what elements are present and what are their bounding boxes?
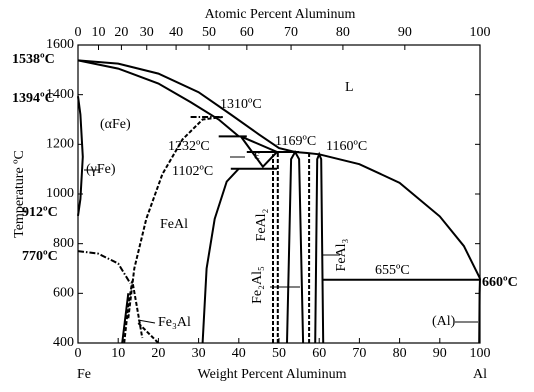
annotation: 1538ºC bbox=[12, 52, 55, 67]
x-tick-label: 50 bbox=[272, 346, 286, 361]
x2-tick-label: 20 bbox=[114, 25, 128, 40]
x-tick-label: 100 bbox=[470, 346, 491, 361]
y-tick-label: 1400 bbox=[46, 87, 74, 102]
x2-tick-label: 40 bbox=[169, 25, 183, 40]
annotation: (γFe) bbox=[86, 162, 116, 177]
annotation: FeAl₂ bbox=[254, 208, 269, 241]
x-tick-label: 60 bbox=[312, 346, 326, 361]
annotation: L bbox=[345, 80, 354, 95]
phase-boundary bbox=[77, 59, 481, 279]
x2-tick-label: 100 bbox=[470, 25, 491, 40]
top-axis-title: Atomic Percent Aluminum bbox=[205, 7, 356, 22]
x2-tick-label: 0 bbox=[75, 25, 82, 40]
x-tick-label: 90 bbox=[433, 346, 447, 361]
x-tick-label: 10 bbox=[111, 346, 125, 361]
phase-boundary bbox=[77, 250, 132, 284]
annotation: Fe₂Al₅ bbox=[250, 266, 265, 304]
y-tick-label: 400 bbox=[53, 335, 74, 350]
phase-boundary bbox=[123, 280, 144, 344]
plot-frame bbox=[77, 44, 481, 344]
annotation: 660ºC bbox=[482, 275, 518, 290]
y-tick-label: 1200 bbox=[46, 137, 74, 152]
annotation: (αFe) bbox=[100, 117, 131, 132]
annotation: FeAl bbox=[160, 217, 188, 232]
phase-boundary bbox=[127, 116, 223, 319]
x-tick-label: 20 bbox=[151, 346, 165, 361]
y-tick-label: 1600 bbox=[46, 37, 74, 52]
x-tick-label: 0 bbox=[75, 346, 82, 361]
x2-tick-label: 30 bbox=[140, 25, 154, 40]
x2-tick-label: 80 bbox=[336, 25, 350, 40]
x2-tick-label: 50 bbox=[202, 25, 216, 40]
x-tick-label: 40 bbox=[232, 346, 246, 361]
arrows bbox=[84, 156, 478, 324]
phase-boundary bbox=[77, 96, 84, 217]
annotation: 1394ºC bbox=[12, 91, 55, 106]
annotation: 1232ºC bbox=[168, 139, 210, 154]
annotation: 1102ºC bbox=[172, 164, 213, 179]
phase-boundary bbox=[121, 293, 130, 344]
annotation: 912ºC bbox=[22, 205, 58, 220]
annotation: ε bbox=[254, 148, 260, 163]
x2-tick-label: 10 bbox=[92, 25, 106, 40]
phase-boundary bbox=[201, 168, 240, 344]
x-axis-title: Weight Percent Aluminum bbox=[198, 367, 347, 382]
annotation: 1160ºC bbox=[326, 139, 367, 154]
x2-tick-label: 90 bbox=[398, 25, 412, 40]
annotation: (Al) bbox=[432, 314, 456, 329]
x-tick-label: 70 bbox=[352, 346, 366, 361]
y-tick-label: 600 bbox=[53, 286, 74, 301]
x-tick-label: 30 bbox=[192, 346, 206, 361]
annotation: FeAl₃ bbox=[334, 238, 349, 271]
phase-boundary bbox=[286, 149, 305, 344]
annotation: 1310ºC bbox=[220, 97, 262, 112]
x2-tick-label: 70 bbox=[284, 25, 298, 40]
annotation: 655ºC bbox=[375, 263, 410, 278]
x-end-label: Fe bbox=[77, 367, 91, 382]
x2-tick-label: 60 bbox=[240, 25, 254, 40]
x-tick-label: 80 bbox=[393, 346, 407, 361]
annotation: Fe₃Al bbox=[158, 315, 191, 330]
phase-boundary bbox=[314, 151, 325, 344]
y-tick-label: 1000 bbox=[46, 186, 74, 201]
y-tick-label: 800 bbox=[53, 236, 74, 251]
y-axis-title: Temperature ºC bbox=[12, 150, 27, 238]
annotation: 1169ºC bbox=[275, 134, 316, 149]
x-end-label: Al bbox=[473, 367, 487, 382]
phase-boundary bbox=[137, 322, 160, 344]
phase-boundary bbox=[77, 59, 240, 138]
annotation: 770ºC bbox=[22, 249, 58, 264]
phase-boundary bbox=[478, 278, 481, 344]
